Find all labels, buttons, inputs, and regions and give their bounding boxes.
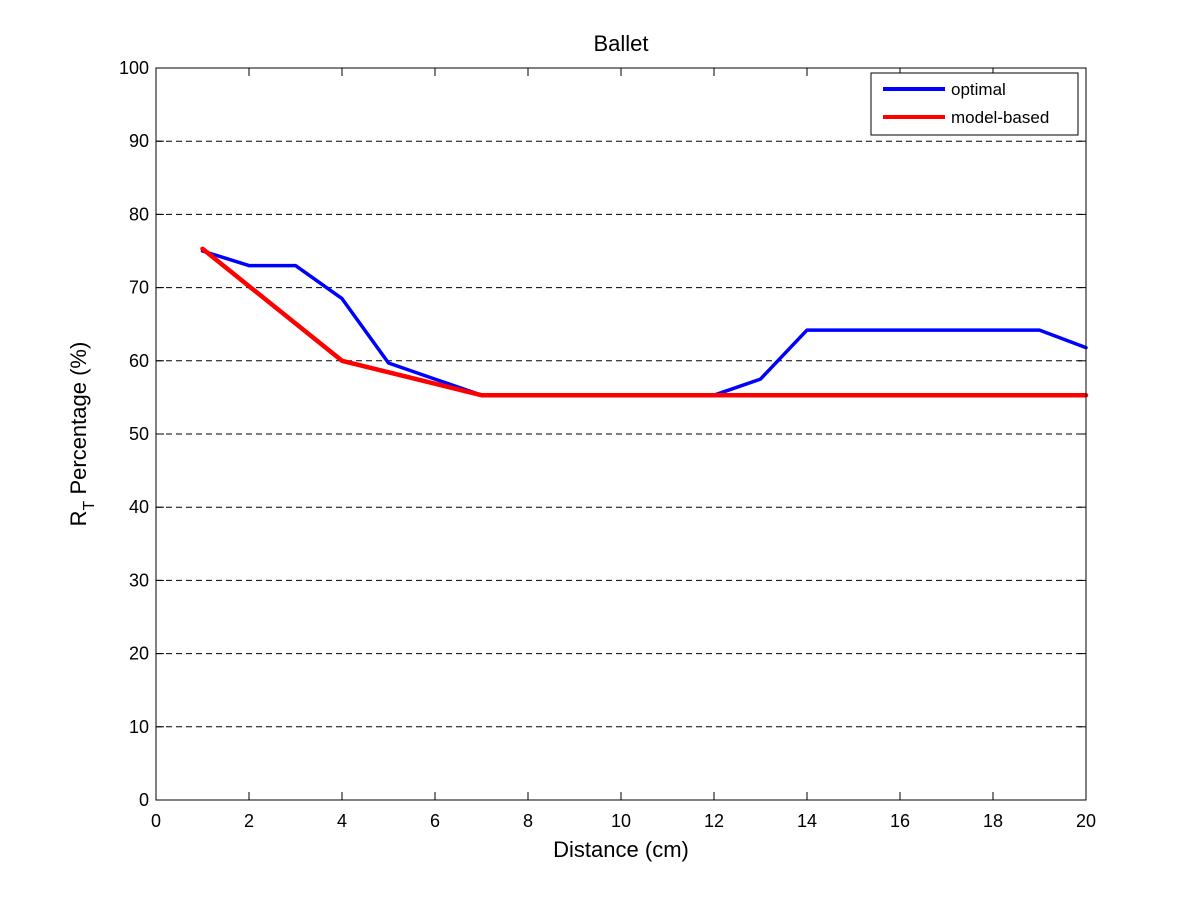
y-tick-label: 50 bbox=[129, 424, 149, 444]
series-lines bbox=[200, 246, 1089, 398]
y-tick-label: 100 bbox=[119, 58, 149, 78]
y-tick-label: 60 bbox=[129, 351, 149, 371]
x-tick-label: 20 bbox=[1076, 811, 1096, 831]
y-tick-label: 80 bbox=[129, 204, 149, 224]
legend: optimal model-based bbox=[870, 72, 1079, 136]
legend-label-optimal: optimal bbox=[951, 80, 1006, 99]
y-axis: 0 10 20 30 40 50 60 70 80 90 100 bbox=[119, 58, 1086, 810]
y-tick-label: 10 bbox=[129, 717, 149, 737]
x-tick-label: 12 bbox=[704, 811, 724, 831]
y-axis-label-subscript: T bbox=[81, 500, 98, 510]
legend-label-model-based: model-based bbox=[951, 108, 1049, 127]
chart-title: Ballet bbox=[593, 31, 648, 56]
grid-lines bbox=[156, 140, 1086, 728]
x-tick-label: 6 bbox=[430, 811, 440, 831]
y-tick-label: 40 bbox=[129, 497, 149, 517]
legend-box bbox=[870, 72, 1079, 136]
series-line-model-based bbox=[200, 246, 1089, 398]
x-tick-label: 16 bbox=[890, 811, 910, 831]
y-tick-label: 20 bbox=[129, 644, 149, 664]
x-tick-label: 14 bbox=[797, 811, 817, 831]
x-tick-label: 10 bbox=[611, 811, 631, 831]
x-tick-label: 0 bbox=[151, 811, 161, 831]
y-tick-label: 30 bbox=[129, 570, 149, 590]
y-tick-label: 90 bbox=[129, 131, 149, 151]
y-tick-label: 70 bbox=[129, 278, 149, 298]
x-tick-label: 4 bbox=[337, 811, 347, 831]
y-tick-label: 0 bbox=[139, 790, 149, 810]
x-axis: 0 2 4 6 8 10 12 14 16 18 20 bbox=[151, 68, 1096, 831]
series-line-optimal bbox=[200, 249, 1088, 397]
y-axis-label: RT Percentage (%) bbox=[66, 342, 98, 527]
x-axis-label: Distance (cm) bbox=[553, 837, 689, 862]
x-tick-label: 18 bbox=[983, 811, 1003, 831]
y-axis-label-rest: Percentage (%) bbox=[66, 342, 91, 501]
x-tick-label: 8 bbox=[523, 811, 533, 831]
x-tick-label: 2 bbox=[244, 811, 254, 831]
y-axis-label-main: R bbox=[66, 510, 91, 526]
